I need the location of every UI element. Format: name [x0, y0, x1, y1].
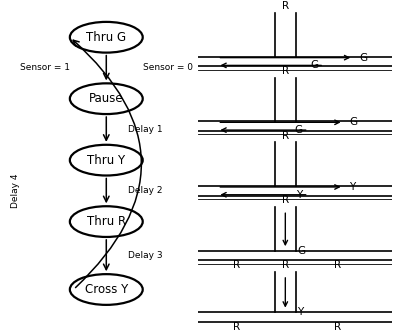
Text: R: R [282, 66, 289, 76]
Text: Y: Y [349, 182, 356, 192]
Text: R: R [233, 322, 240, 330]
Text: G: G [349, 117, 358, 127]
Text: Delay 4: Delay 4 [11, 174, 20, 208]
Text: Y: Y [297, 307, 303, 317]
Text: Sensor = 1: Sensor = 1 [20, 63, 70, 73]
Text: Delay 3: Delay 3 [128, 251, 163, 260]
Text: Sensor = 0: Sensor = 0 [143, 63, 193, 73]
Text: Y: Y [297, 190, 303, 200]
Text: R: R [282, 260, 289, 270]
Text: R: R [233, 260, 240, 270]
Text: Cross Y: Cross Y [85, 283, 128, 296]
Text: Thru G: Thru G [86, 31, 126, 44]
Text: Pause: Pause [89, 92, 124, 105]
Text: R: R [334, 260, 341, 270]
Text: G: G [295, 125, 303, 135]
Text: R: R [334, 322, 341, 330]
Text: G: G [297, 246, 305, 256]
Text: R: R [282, 131, 289, 141]
Text: Thru Y: Thru Y [87, 154, 126, 167]
Text: Delay 2: Delay 2 [128, 186, 163, 195]
Text: Thru R: Thru R [87, 215, 126, 228]
Text: Delay 1: Delay 1 [128, 125, 163, 134]
Text: R: R [282, 195, 289, 205]
Text: R: R [282, 1, 289, 11]
Text: G: G [310, 60, 318, 70]
Text: G: G [359, 52, 367, 63]
